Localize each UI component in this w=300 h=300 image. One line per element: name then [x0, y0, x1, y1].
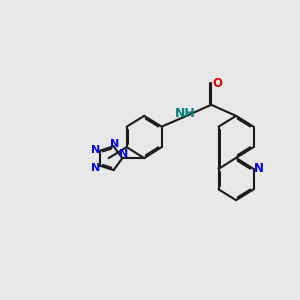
Text: N: N [254, 163, 264, 176]
Text: N: N [92, 164, 101, 173]
Text: O: O [212, 77, 222, 90]
Text: N: N [110, 139, 119, 149]
Text: N: N [91, 145, 100, 155]
Text: N: N [118, 149, 128, 159]
Text: NH: NH [175, 107, 195, 120]
